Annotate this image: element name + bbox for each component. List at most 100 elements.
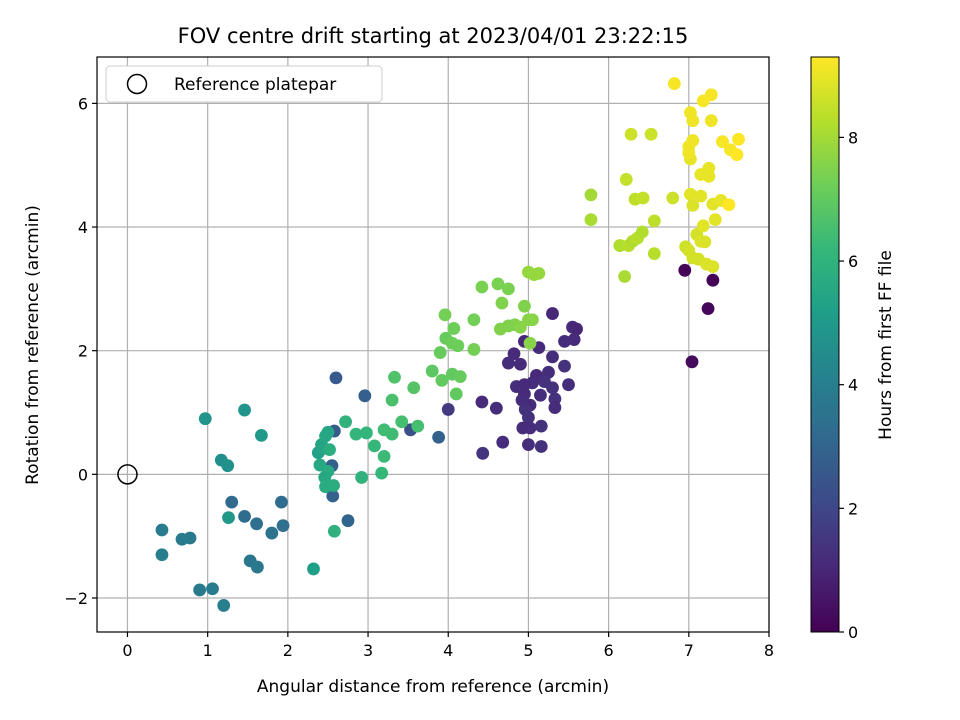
data-point	[546, 307, 559, 320]
data-point	[526, 313, 539, 327]
data-point	[183, 531, 197, 545]
data-point	[678, 263, 692, 277]
colorbar-tick-label: 2	[848, 499, 858, 518]
data-point	[451, 339, 465, 353]
data-point	[732, 132, 745, 146]
x-tick-label: 3	[363, 641, 373, 660]
data-point	[546, 350, 559, 364]
data-point	[636, 191, 650, 205]
data-point	[326, 489, 340, 503]
data-point	[667, 77, 681, 90]
y-tick-label: 4	[78, 218, 88, 237]
data-point	[358, 389, 372, 403]
data-point	[558, 335, 571, 348]
data-point	[327, 524, 341, 538]
data-point	[624, 127, 638, 141]
data-point	[225, 495, 239, 509]
data-point	[206, 582, 219, 596]
y-tick-label: 0	[78, 465, 88, 484]
data-point	[375, 466, 389, 480]
data-point	[341, 514, 355, 528]
data-point	[694, 189, 708, 203]
data-point	[613, 239, 627, 252]
data-point	[329, 371, 343, 385]
data-point	[532, 266, 546, 280]
data-point	[433, 346, 447, 359]
colorbar-tick-label: 4	[848, 376, 858, 395]
data-point	[722, 198, 736, 212]
data-point	[704, 114, 718, 128]
data-point	[701, 302, 715, 316]
data-point	[435, 373, 449, 387]
data-point	[388, 370, 401, 384]
legend-box	[105, 65, 383, 103]
data-point	[368, 439, 381, 453]
reference-platepar-marker	[117, 464, 138, 485]
data-point	[193, 583, 207, 597]
data-point	[327, 479, 340, 492]
data-point	[635, 225, 649, 239]
data-point	[704, 88, 718, 102]
x-tick-label: 5	[523, 641, 533, 660]
data-point	[385, 427, 399, 441]
data-point	[501, 282, 515, 296]
colorbar-ticks: 0 2 4 6 8	[839, 128, 858, 642]
data-point	[467, 313, 481, 327]
x-tick-label: 0	[122, 641, 132, 660]
data-point	[222, 511, 235, 525]
data-point	[155, 548, 169, 562]
data-point	[522, 411, 535, 424]
data-point	[155, 523, 169, 537]
data-point	[546, 381, 559, 395]
data-point	[562, 378, 575, 392]
data-point	[644, 127, 658, 141]
data-point	[453, 370, 467, 384]
y-axis-title: Rotation from reference (arcmin)	[23, 205, 43, 485]
data-point	[523, 421, 537, 435]
data-point	[411, 419, 425, 433]
data-point	[198, 412, 212, 426]
data-point	[238, 403, 251, 417]
data-point	[684, 187, 697, 201]
data-point	[491, 277, 505, 291]
data-point	[276, 519, 290, 533]
y-tick-label: 2	[78, 342, 88, 361]
x-axis-title: Angular distance from reference (arcmin)	[257, 677, 609, 697]
data-point	[323, 443, 336, 457]
data-point	[518, 299, 531, 313]
data-point	[507, 347, 521, 361]
x-tick-label: 2	[283, 641, 293, 660]
colorbar: 0 2 4 6 8 Hours from first FF file	[810, 56, 896, 642]
data-point	[339, 415, 352, 429]
data-point	[706, 273, 720, 287]
data-point	[307, 562, 320, 576]
legend-marker-open-circle	[126, 73, 148, 95]
data-point	[523, 336, 537, 350]
data-point	[254, 428, 268, 442]
legend: Reference platepar	[105, 65, 383, 103]
data-point	[441, 403, 455, 416]
data-point	[221, 459, 235, 473]
x-tick-label: 4	[443, 641, 453, 660]
colorbar-tick-label: 6	[848, 252, 858, 271]
data-point	[708, 213, 722, 227]
data-point	[475, 395, 489, 409]
data-point	[495, 296, 509, 310]
data-point	[395, 415, 409, 429]
legend-label: Reference platepar	[174, 75, 336, 95]
data-point	[619, 173, 633, 186]
data-point	[425, 364, 439, 378]
data-point	[514, 357, 527, 371]
colorbar-gradient	[810, 56, 840, 633]
data-point	[702, 161, 716, 175]
data-point	[489, 401, 503, 415]
data-point	[238, 509, 251, 523]
data-point	[385, 393, 399, 407]
data-point	[449, 387, 463, 401]
y-tick-label: 6	[78, 94, 88, 113]
colorbar-tick-label: 8	[848, 128, 858, 147]
data-point	[618, 270, 632, 283]
data-point	[467, 343, 481, 356]
data-point	[360, 426, 373, 440]
